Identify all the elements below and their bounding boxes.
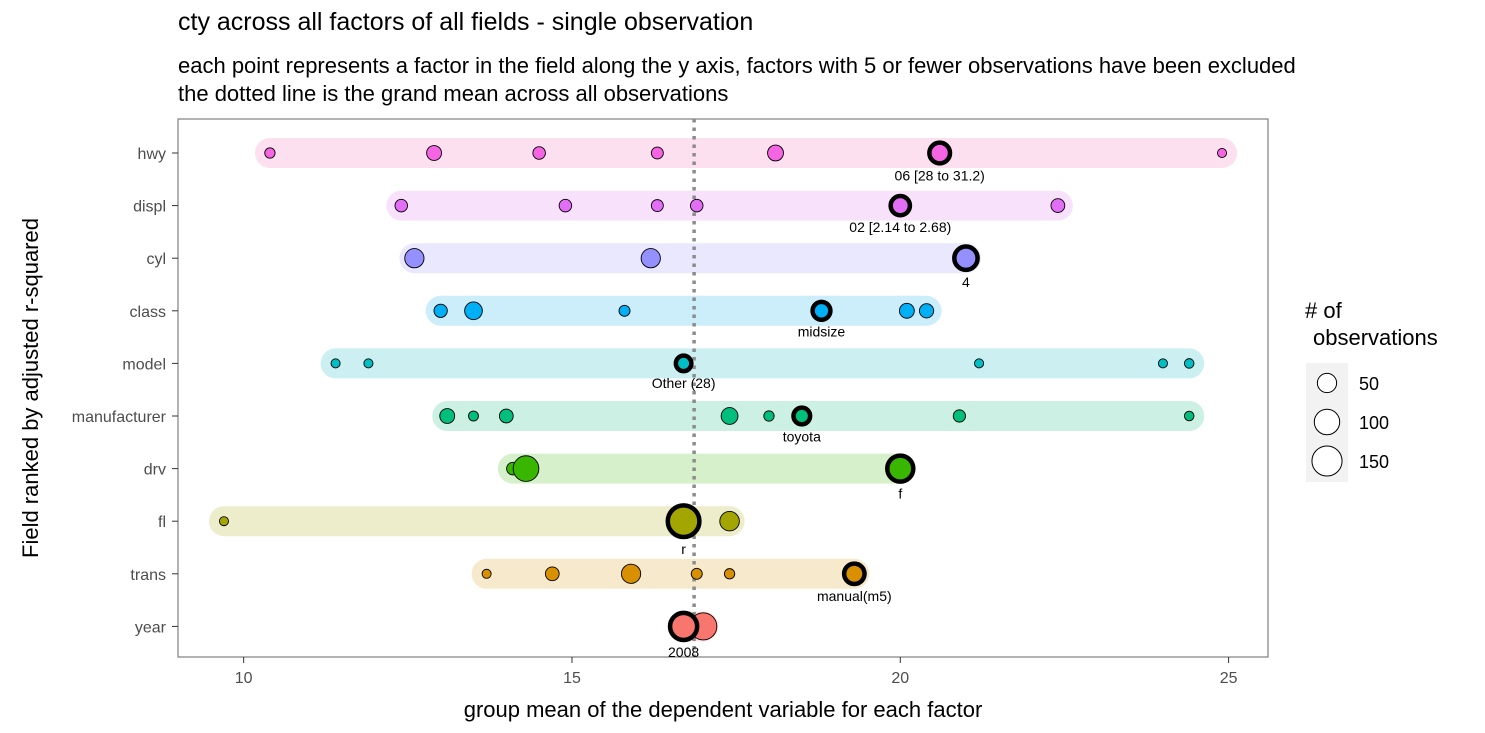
- y-axis-title: Field ranked by adjusted r-squared: [18, 218, 43, 558]
- xtick-label-10: 10: [235, 670, 253, 687]
- point-model: [1183, 358, 1195, 369]
- point-displ: [1050, 198, 1066, 213]
- highlight-point-class: [810, 299, 833, 322]
- point-model: [363, 358, 374, 369]
- point-class: [464, 301, 483, 321]
- point-cyl: [404, 248, 425, 269]
- point-manufacturer: [720, 407, 739, 425]
- highlight-point-drv: [885, 453, 916, 484]
- highlight-point-trans: [841, 561, 867, 587]
- highlight-point-fl: [665, 503, 702, 540]
- legend-label-50: 50: [1359, 374, 1379, 394]
- ytick-label-fl: fl: [158, 514, 166, 531]
- point-hwy: [767, 144, 784, 162]
- point-label-fl: r: [681, 541, 686, 557]
- ytick-label-model: model: [122, 356, 166, 373]
- point-hwy: [1217, 148, 1228, 158]
- point-label-drv: f: [898, 486, 902, 502]
- highlight-point-manufacturer: [791, 405, 813, 427]
- highlight-point-year: [667, 610, 700, 643]
- subtitle-line-2: the dotted line is the grand mean across…: [178, 81, 729, 106]
- point-label-hwy: 06 [28 to 31.2): [895, 167, 985, 183]
- point-trans: [723, 568, 736, 580]
- subtitle-line-1: each point represents a factor in the fi…: [178, 53, 1296, 78]
- point-fl: [719, 510, 740, 532]
- ytick-label-displ: displ: [133, 199, 166, 216]
- chart-subtitle: each point represents a factor in the fi…: [178, 52, 1296, 108]
- point-manufacturer: [763, 410, 775, 422]
- ytick-label-cyl: cyl: [146, 251, 166, 268]
- point-trans: [544, 566, 560, 582]
- ytick-label-year: year: [135, 619, 167, 636]
- legend-label-150: 150: [1359, 452, 1389, 472]
- point-class: [898, 302, 915, 319]
- point-manufacturer: [439, 408, 456, 424]
- ytick-label-trans: trans: [130, 567, 166, 584]
- point-manufacturer: [952, 409, 966, 423]
- legend-key-100: [1313, 408, 1341, 436]
- highlight-point-displ: [888, 193, 913, 218]
- xtick-label-20: 20: [891, 670, 909, 687]
- point-class: [433, 303, 448, 318]
- ytick-label-hwy: hwy: [138, 146, 166, 163]
- x-axis-title: group mean of the dependent variable for…: [464, 697, 983, 722]
- ytick-label-drv: drv: [144, 462, 166, 479]
- xtick-label-15: 15: [563, 670, 581, 687]
- point-hwy: [426, 145, 442, 161]
- point-label-trans: manual(m5): [817, 588, 892, 604]
- point-model: [974, 358, 985, 369]
- point-displ: [394, 198, 408, 213]
- axes: hwy displ cyl class model manufacturer drv fl tr…: [18, 146, 1238, 722]
- legend-key-150: [1311, 445, 1343, 477]
- highlight-point-cyl: [952, 244, 980, 273]
- point-label-class: midsize: [798, 324, 846, 340]
- point-hwy: [532, 146, 546, 160]
- point-trans: [690, 567, 703, 580]
- ytick-label-class: class: [130, 304, 166, 321]
- point-drv: [512, 455, 540, 482]
- highlight-point-model: [673, 353, 694, 374]
- point-labels: 06 [28 to 31.2) 02 [2.14 to 2.68) 4 midsize…: [652, 167, 985, 660]
- point-class: [618, 304, 631, 317]
- legend-title-line-2: observations: [1313, 325, 1438, 350]
- point-label-model: Other (28): [652, 375, 716, 391]
- point-label-year: 2008: [668, 644, 699, 660]
- point-cyl: [640, 248, 661, 269]
- point-label-cyl: 4: [962, 274, 970, 290]
- point-displ: [558, 198, 573, 213]
- point-displ: [690, 198, 704, 213]
- point-model: [330, 358, 341, 369]
- point-hwy: [650, 146, 664, 160]
- point-label-manufacturer: toyota: [783, 428, 821, 444]
- point-trans: [620, 563, 642, 584]
- point-manufacturer: [468, 410, 479, 422]
- legend-label-100: 100: [1359, 413, 1389, 433]
- point-fl: [218, 516, 229, 527]
- point-model: [1157, 358, 1168, 369]
- point-displ: [650, 199, 664, 213]
- xtick-label-25: 25: [1220, 670, 1238, 687]
- point-hwy: [264, 147, 276, 159]
- point-manufacturer: [498, 408, 514, 424]
- point-manufacturer: [1183, 410, 1195, 422]
- data-points: [218, 140, 1228, 643]
- legend-title-line-1: # of: [1305, 298, 1343, 323]
- chart-title: cty across all factors of all fields - s…: [178, 8, 754, 36]
- point-trans: [481, 568, 492, 579]
- legend-key-50: [1316, 372, 1338, 394]
- ytick-label-manufacturer: manufacturer: [72, 409, 167, 426]
- point-label-displ: 02 [2.14 to 2.68): [849, 219, 951, 235]
- point-class: [918, 303, 935, 319]
- highlight-point-hwy: [927, 140, 953, 166]
